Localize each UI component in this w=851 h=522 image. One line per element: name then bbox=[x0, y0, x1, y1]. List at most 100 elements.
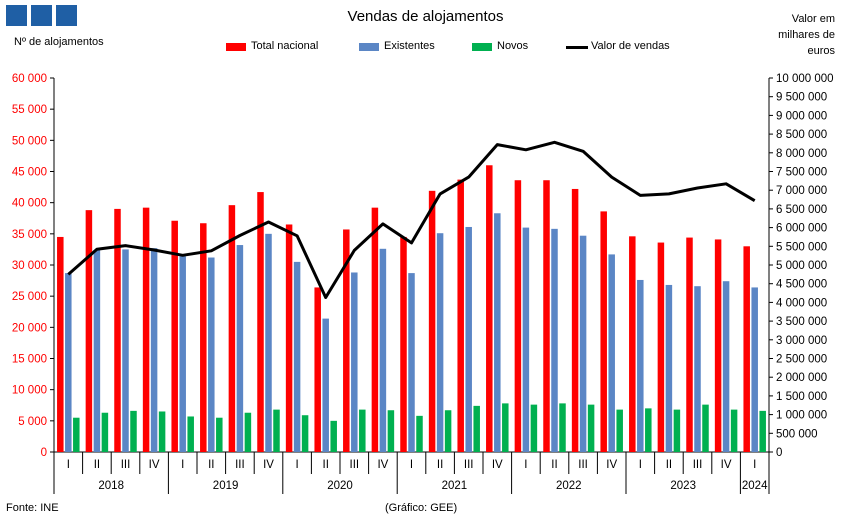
chart-title: Vendas de alojamentos bbox=[347, 8, 504, 25]
x-quarter-label: IV bbox=[606, 459, 617, 471]
legend-swatch-novos bbox=[472, 43, 492, 51]
bar-novos bbox=[702, 404, 709, 452]
bar-novos bbox=[530, 404, 538, 452]
bar-existentes bbox=[608, 254, 615, 452]
y-axis-right-label: Valor em milhares de euros bbox=[778, 13, 835, 57]
bar-total-nacional bbox=[171, 220, 178, 452]
bar-total-nacional bbox=[114, 208, 121, 452]
legend-label-total: Total nacional bbox=[251, 40, 319, 52]
x-quarter-label: II bbox=[666, 459, 672, 471]
bar-existentes bbox=[751, 287, 758, 452]
bar-total-nacional bbox=[343, 229, 350, 452]
logo-square-1 bbox=[6, 5, 27, 26]
x-quarter-label: II bbox=[437, 459, 443, 471]
bar-novos bbox=[187, 416, 194, 452]
bar-existentes bbox=[494, 213, 501, 452]
x-quarter-label: III bbox=[235, 459, 245, 471]
x-quarter-label: II bbox=[208, 459, 214, 471]
x-quarter-label: IV bbox=[149, 459, 160, 471]
bar-novos bbox=[502, 403, 509, 452]
bar-novos bbox=[444, 410, 452, 452]
bar-novos bbox=[387, 410, 395, 452]
x-quarter-label: III bbox=[121, 459, 131, 471]
y-left-tick-label: 60 000 bbox=[12, 73, 47, 85]
y-left-tick-label: 15 000 bbox=[12, 354, 47, 366]
bar-existentes bbox=[436, 233, 444, 452]
bar-total-nacional bbox=[600, 211, 607, 452]
bar-existentes bbox=[65, 273, 72, 452]
legend-swatch-total bbox=[226, 43, 246, 51]
y-left-tick-label: 10 000 bbox=[12, 385, 47, 397]
bar-existentes bbox=[408, 273, 415, 452]
bar-total-nacional bbox=[428, 190, 436, 452]
y-left-tick-label: 50 000 bbox=[12, 135, 47, 147]
bar-novos bbox=[330, 420, 337, 452]
y-right-tick-label: 6 000 000 bbox=[776, 223, 827, 235]
y-left-tick-label: 30 000 bbox=[12, 260, 47, 272]
bar-novos bbox=[101, 412, 109, 452]
y-right-tick-label: 7 500 000 bbox=[776, 167, 827, 179]
bar-existentes bbox=[150, 248, 158, 452]
y-left-tick-label: 45 000 bbox=[12, 167, 47, 179]
legend-label-valor: Valor de vendas bbox=[591, 40, 670, 52]
y-right-tick-label: 7 000 000 bbox=[776, 185, 827, 197]
y-right-tick-label: 1 000 000 bbox=[776, 410, 827, 422]
y-axis-left-label: Nº de alojamentos bbox=[14, 36, 104, 48]
x-quarter-label: I bbox=[67, 459, 70, 471]
y-right-tick-label: 9 500 000 bbox=[776, 92, 827, 104]
bar-novos bbox=[130, 410, 137, 452]
y-right-tick-label: 3 500 000 bbox=[776, 316, 827, 328]
bar-existentes bbox=[208, 257, 215, 452]
bar-existentes bbox=[179, 256, 186, 452]
x-quarter-label: IV bbox=[263, 459, 274, 471]
bar-novos bbox=[216, 417, 223, 452]
x-quarter-label: I bbox=[524, 459, 527, 471]
bar-total-nacional bbox=[285, 224, 293, 452]
source-note: Fonte: INE bbox=[6, 502, 59, 514]
bar-existentes bbox=[465, 226, 472, 452]
bar-total-nacional bbox=[657, 242, 665, 452]
legend-swatch-valor bbox=[566, 46, 588, 49]
bar-novos bbox=[673, 409, 681, 452]
x-year-label: 2019 bbox=[213, 480, 239, 492]
logo-square-2 bbox=[31, 5, 52, 26]
bar-existentes bbox=[579, 235, 587, 452]
bar-novos bbox=[759, 410, 766, 452]
y-right-tick-label: 1 500 000 bbox=[776, 391, 827, 403]
x-quarter-label: IV bbox=[721, 459, 732, 471]
x-quarter-label: II bbox=[551, 459, 557, 471]
bar-existentes bbox=[694, 286, 701, 452]
bar-existentes bbox=[236, 245, 244, 452]
x-quarter-label: I bbox=[639, 459, 642, 471]
bar-novos bbox=[473, 405, 480, 452]
y-left-tick-label: 0 bbox=[41, 447, 47, 459]
x-year-label: 2024 bbox=[742, 480, 768, 492]
bar-existentes bbox=[722, 281, 730, 452]
bar-total-nacional bbox=[686, 237, 693, 452]
bar-novos bbox=[301, 415, 309, 452]
bar-total-nacional bbox=[514, 180, 522, 452]
bar-novos bbox=[416, 415, 423, 452]
legend-label-existentes: Existentes bbox=[384, 40, 435, 52]
y-left-tick-label: 55 000 bbox=[12, 104, 47, 116]
legend-label-novos: Novos bbox=[497, 40, 529, 52]
y-right-tick-label: 8 000 000 bbox=[776, 148, 827, 160]
bar-existentes bbox=[351, 272, 358, 452]
bar-total-nacional bbox=[457, 179, 464, 452]
y-right-tick-label: 10 000 000 bbox=[776, 73, 834, 85]
x-year-label: 2018 bbox=[98, 480, 124, 492]
y-right-tick-label: 6 500 000 bbox=[776, 204, 827, 216]
bar-existentes bbox=[293, 261, 301, 452]
bar-existentes bbox=[637, 279, 644, 452]
bar-total-nacional bbox=[85, 210, 93, 452]
line-valor-de-vendas bbox=[67, 140, 756, 299]
bar-novos bbox=[244, 412, 252, 452]
x-quarter-label: I bbox=[753, 459, 756, 471]
bar-total-nacional bbox=[486, 165, 493, 452]
bar-existentes bbox=[665, 284, 673, 452]
x-quarter-label: IV bbox=[377, 459, 388, 471]
bar-existentes bbox=[122, 249, 129, 452]
bar-novos bbox=[616, 409, 623, 452]
bar-existentes bbox=[522, 227, 530, 452]
